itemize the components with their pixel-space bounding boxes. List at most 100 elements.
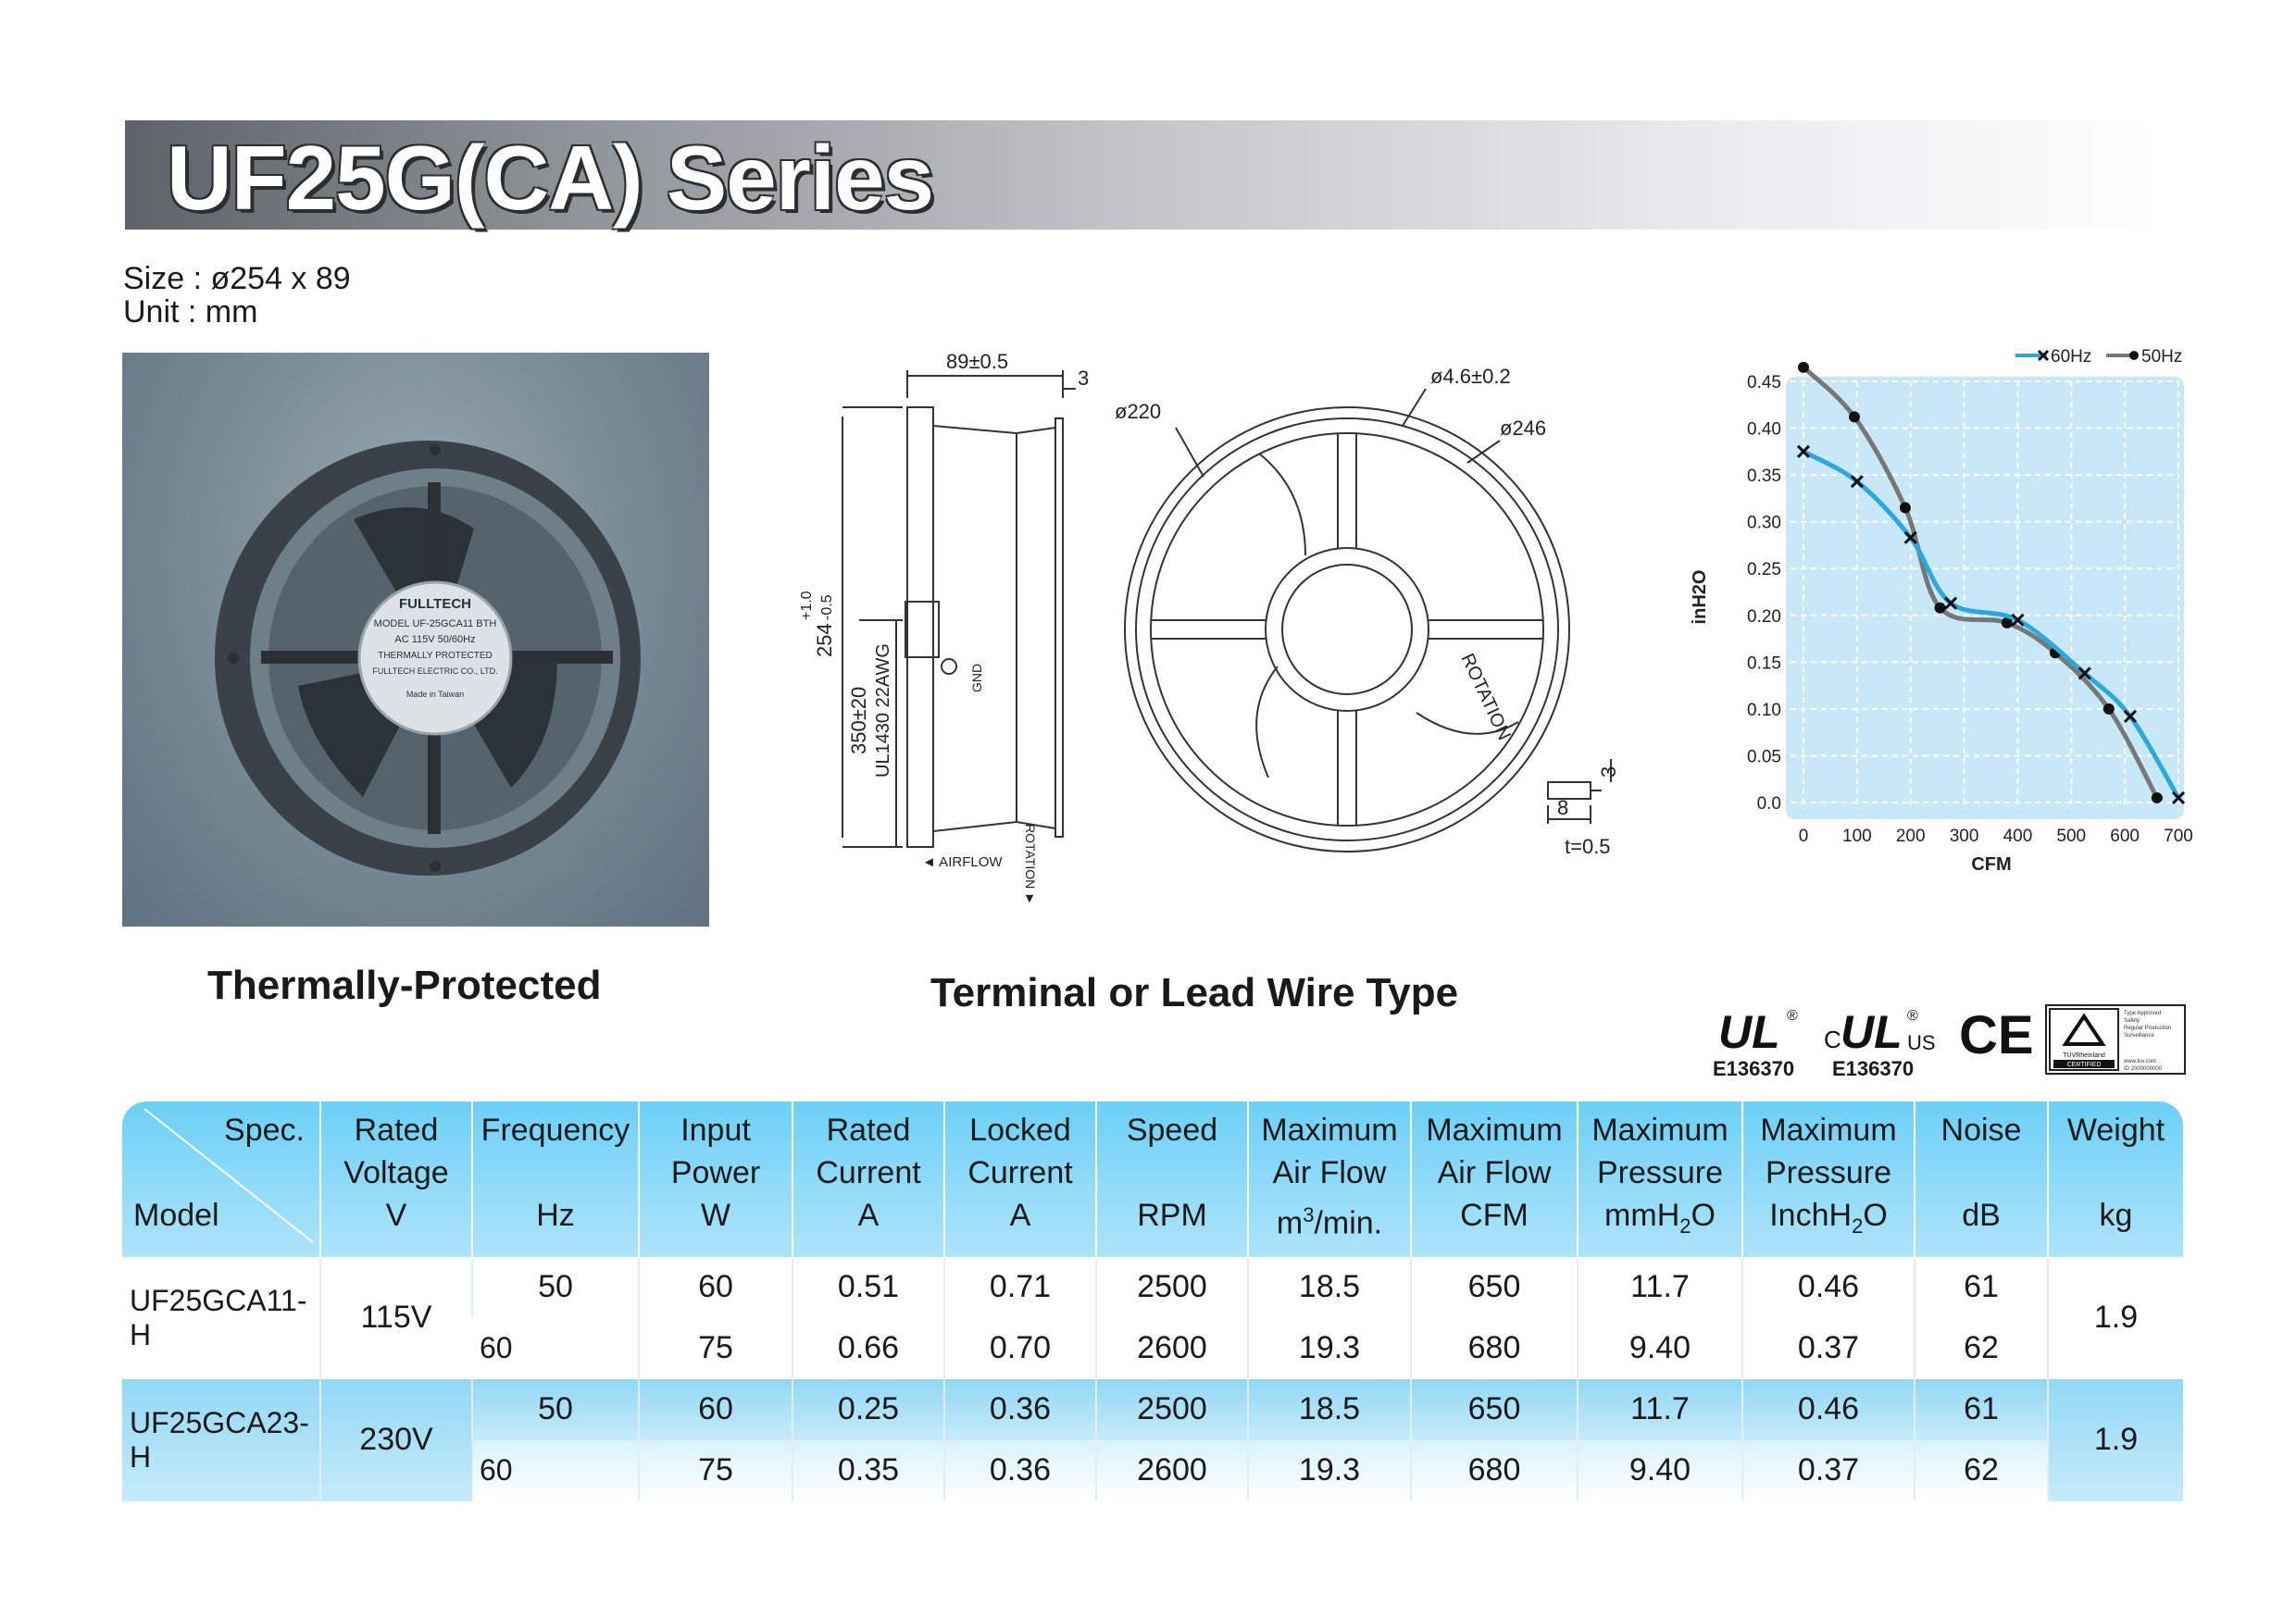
chart-x-tick-label: 400 [2003, 827, 2033, 846]
culus-registered: ® [1907, 1008, 1918, 1024]
spec-table: Spec. Model Rated Voltage V Frequency Hz I… [122, 1101, 2183, 1501]
current-cell: 0.35 [792, 1439, 944, 1501]
cfm-cell: 680 [1410, 1317, 1578, 1379]
photo-label-mark: THERMALLY PROTECTED [378, 651, 493, 661]
inh2o-cell: 0.46 [1741, 1256, 1915, 1318]
chart-y-tick-label: 0.45 [1747, 373, 1781, 392]
ul-cert-code: E136370 [1713, 1057, 1795, 1080]
chart-x-tick-label: 200 [1896, 827, 1926, 846]
dimension-drawing: 89±0.5 3 254 +1.0 -0.5 350±20 UL1430 22A… [799, 350, 1620, 905]
size-label: Size : ø254 x 89 [123, 261, 351, 296]
pq-chart: 0.00.050.100.150.200.250.300.350.400.45 … [1690, 347, 2193, 875]
mmh2o-cell: 11.7 [1577, 1378, 1742, 1440]
m3-cell: 18.5 [1247, 1256, 1411, 1318]
chart-point-50Hz [2001, 616, 2013, 629]
model-cell: UF25GCA11-H [122, 1256, 320, 1379]
inh2o-cell: 0.37 [1741, 1317, 1915, 1379]
locked-cell: 0.71 [943, 1256, 1096, 1318]
chart-x-ticks: 0 100 200 300 400 500 600 700 [1799, 827, 2193, 846]
current-cell: 0.25 [792, 1378, 944, 1440]
chart-y-tick-label: 0.15 [1747, 653, 1781, 673]
header-voltage: Rated Voltage V [319, 1101, 472, 1257]
dim-width: 89±0.5 [946, 350, 1008, 373]
freq-cell: 60 [472, 1439, 639, 1501]
side-rotation-label: ROTATION ► [1023, 824, 1038, 905]
terminal-thickness: t=0.5 [1565, 835, 1611, 858]
chart-point-60Hz [1850, 475, 1864, 489]
chart-x-tick-label: 700 [2164, 827, 2193, 846]
chart-point-50Hz [1848, 411, 1860, 423]
chart-x-tick-label: 500 [2056, 827, 2086, 846]
photo-label-ac: AC 115V 50/60Hz [394, 634, 475, 645]
chart-y-tick-label: 0.30 [1747, 514, 1781, 533]
corner-model-label: Model [133, 1198, 219, 1233]
chart-point-60Hz [2123, 709, 2137, 724]
certification-marks: UL ® C UL US ® CE TÜVRheinland CERTIFIED… [1718, 1004, 2186, 1075]
chart-series-line-50Hz [1801, 365, 2160, 801]
freq-cell: 60 [472, 1317, 639, 1379]
table-header-row: Spec. Model Rated Voltage V Frequency Hz I… [122, 1101, 2183, 1257]
current-cell: 0.51 [792, 1256, 944, 1318]
photo-label-origin: Made in Taiwan [406, 690, 464, 699]
dim-tol-minus: -0.5 [819, 594, 835, 620]
ul-mark-text: UL [1718, 1006, 1780, 1058]
header-airflow-cfm: Maximum Air Flow CFM [1410, 1101, 1578, 1257]
header-weight: Weight kg [2047, 1101, 2183, 1257]
chart-x-tick-label: 0 [1799, 827, 1809, 846]
tuv-text-line-4: Surveillance [2124, 1033, 2154, 1039]
chart-series-line-60Hz [1801, 449, 2181, 801]
power-cell: 75 [638, 1439, 792, 1501]
tuv-text-line-2: Safety [2124, 1018, 2140, 1024]
dim-d220: ø220 [1115, 400, 1161, 423]
chart-legend-label-60Hz: 60Hz [2051, 347, 2091, 367]
header-frequency: Frequency Hz [471, 1101, 639, 1257]
table-row: 60 75 0.66 0.70 2600 19.3 680 9.40 0.37 … [122, 1317, 2183, 1379]
chart-point-60Hz [2171, 790, 2186, 805]
culus-mark: C UL US ® [1824, 1006, 1936, 1058]
noise-cell: 61 [1914, 1378, 2048, 1440]
chart-y-ticks: 0.0 0.05 0.10 0.15 0.20 0.25 0.30 0.35 0.40 0.45 [1747, 373, 1781, 814]
pressure-mm-unit: mmH2O [1604, 1198, 1716, 1238]
weight-cell: 1.9 [2047, 1378, 2183, 1501]
locked-cell: 0.36 [943, 1439, 1096, 1501]
header-locked-current: Locked Current A [943, 1101, 1096, 1257]
airflow-label: ◄ AIRFLOW [922, 854, 1003, 870]
title-banner [125, 120, 2180, 230]
table-row: 60 75 0.35 0.36 2600 19.3 680 9.40 0.37 … [122, 1439, 2183, 1501]
header-input-power: Input Power W [638, 1101, 792, 1257]
culus-us: US [1907, 1031, 1936, 1054]
locked-cell: 0.70 [943, 1317, 1096, 1379]
chart-y-tick-label: 0.20 [1747, 607, 1781, 627]
caption-terminal-type: Terminal or Lead Wire Type [930, 970, 1459, 1015]
chart-point-50Hz [2151, 791, 2163, 803]
caption-thermally-protected: Thermally-Protected [207, 963, 602, 1008]
cfm-cell: 650 [1410, 1378, 1578, 1440]
tuv-url: www.tuv.com [2123, 1059, 2156, 1064]
speed-cell: 2600 [1095, 1439, 1248, 1501]
airflow-m3-unit: m3/min. [1276, 1203, 1383, 1241]
tuv-id: ID 2000000000 [2124, 1066, 2163, 1072]
chart-y-tick-label: 0.40 [1747, 420, 1781, 440]
dim-flange: 3 [1078, 367, 1089, 390]
chart-x-axis-label: CFM [1971, 854, 2011, 875]
header-noise: Noise dB [1914, 1101, 2048, 1257]
photo-label-maker: FULLTECH ELECTRIC CO., LTD. [372, 666, 497, 676]
chart-point-50Hz [1798, 361, 1809, 373]
weight-cell: 1.9 [2047, 1256, 2183, 1379]
chart-legend-label-50Hz: 50Hz [2141, 347, 2182, 367]
chart-point-60Hz [2078, 666, 2091, 680]
tuv-certified-text: CERTIFIED [2067, 1062, 2102, 1068]
chart-point-60Hz [2011, 613, 2025, 627]
dim-diameter: 254 [813, 623, 836, 657]
table-corner-header: Spec. Model [122, 1101, 320, 1257]
speed-cell: 2600 [1095, 1317, 1248, 1379]
culus-mark-text: UL [1841, 1006, 1903, 1058]
pressure-inch-unit: InchH2O [1769, 1198, 1888, 1238]
chart-y-axis-label: inH2O [1690, 570, 1710, 625]
chart-y-tick-label: 0.05 [1747, 747, 1781, 766]
chart-y-tick-label: 0.0 [1757, 794, 1781, 814]
chart-plot-area [1786, 377, 2184, 819]
terminal-height: 3 [1597, 766, 1620, 778]
mmh2o-cell: 9.40 [1577, 1439, 1742, 1501]
corner-diagonal [144, 1108, 314, 1243]
